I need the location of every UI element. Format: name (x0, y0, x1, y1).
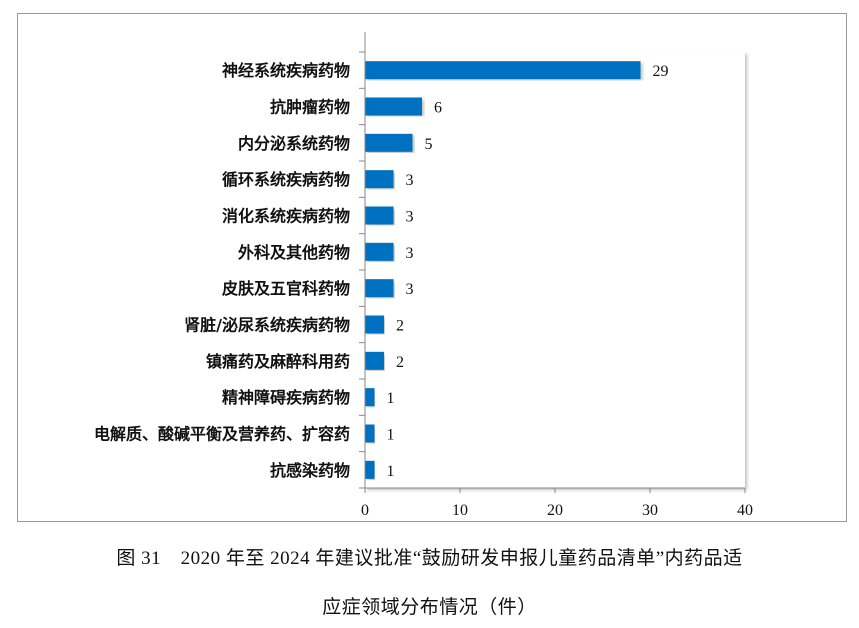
category-label: 精神障碍疾病药物 (222, 388, 350, 407)
bar (365, 170, 394, 189)
data-label: 29 (653, 63, 669, 80)
bar (365, 206, 394, 225)
bar (365, 315, 384, 334)
x-tick-label: 20 (547, 502, 563, 519)
x-tick-label: 30 (642, 502, 658, 519)
category-label: 外科及其他药物 (237, 243, 350, 262)
category-label: 皮肤及五官科药物 (221, 279, 350, 298)
bar (365, 61, 641, 80)
data-label: 3 (406, 209, 414, 226)
data-label: 5 (425, 136, 433, 153)
data-label: 2 (396, 318, 404, 335)
data-label: 3 (406, 172, 414, 189)
figure-caption-line1: 图 31 2020 年至 2024 年建议批准“鼓励研发申报儿童药品清单”内药品… (116, 548, 743, 569)
x-tick-label: 10 (452, 502, 468, 519)
bar (365, 351, 384, 370)
category-label: 神经系统疾病药物 (222, 61, 350, 80)
bar (365, 460, 375, 479)
bar (365, 388, 375, 407)
category-label: 电解质、酸碱平衡及营养药、扩容药 (94, 425, 350, 444)
x-tick-label: 0 (361, 502, 369, 519)
bar-chart: 29 6 5 3 3 3 3 2 2 1 1 1 神经系统疾病药物抗肿瘤药物内分泌系统药物循环系统疾病… (17, 13, 847, 522)
x-tick-label: 40 (737, 502, 753, 519)
category-label: 肾脏/泌尿系统疾病药物 (184, 316, 350, 335)
bar (365, 97, 422, 116)
data-label: 3 (406, 245, 414, 262)
data-label: 6 (434, 100, 442, 117)
bar (365, 279, 394, 298)
data-label: 1 (387, 463, 395, 480)
bar (365, 424, 375, 443)
category-label: 镇痛药及麻醉科用药 (206, 352, 350, 371)
data-label: 3 (406, 281, 414, 298)
figure-caption-line2: 应症领域分布情况（件） (322, 597, 537, 618)
category-label: 抗感染药物 (270, 461, 350, 480)
bar (365, 242, 394, 261)
data-label: 2 (396, 354, 404, 371)
bar (365, 133, 413, 152)
data-label: 1 (387, 390, 395, 407)
category-label: 循环系统疾病药物 (222, 170, 350, 189)
category-label: 消化系统疾病药物 (222, 207, 350, 226)
category-label: 内分泌系统药物 (238, 134, 350, 153)
plot-area (365, 52, 745, 488)
category-label: 抗肿瘤药物 (270, 98, 350, 117)
data-label: 1 (387, 427, 395, 444)
